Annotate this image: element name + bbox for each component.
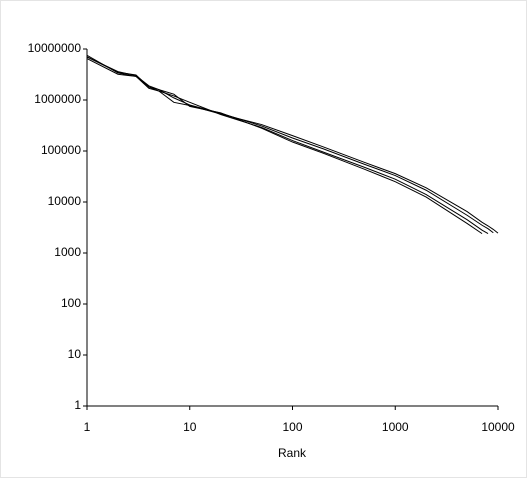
y-tick-label: 10000	[48, 194, 82, 208]
y-tick-label: 10000000	[28, 41, 82, 55]
y-tick-label: 1000000	[34, 92, 81, 106]
x-tick-label: 1000	[382, 420, 409, 434]
x-axis-label: Rank	[278, 446, 307, 460]
y-tick-label: 100	[61, 296, 81, 310]
x-tick-label: 100	[282, 420, 302, 434]
y-tick-label: 1000	[54, 245, 81, 259]
series-line	[86, 56, 494, 234]
x-tick-label: 10000	[481, 420, 515, 434]
series-line	[86, 58, 483, 235]
series-line	[86, 54, 489, 235]
y-tick-label: 10	[68, 347, 82, 361]
y-tick-label: 100000	[41, 143, 81, 157]
y-tick-label: 1	[74, 398, 81, 412]
series-line	[86, 56, 499, 234]
x-tick-label: 1	[84, 420, 91, 434]
x-tick-label: 10	[183, 420, 197, 434]
